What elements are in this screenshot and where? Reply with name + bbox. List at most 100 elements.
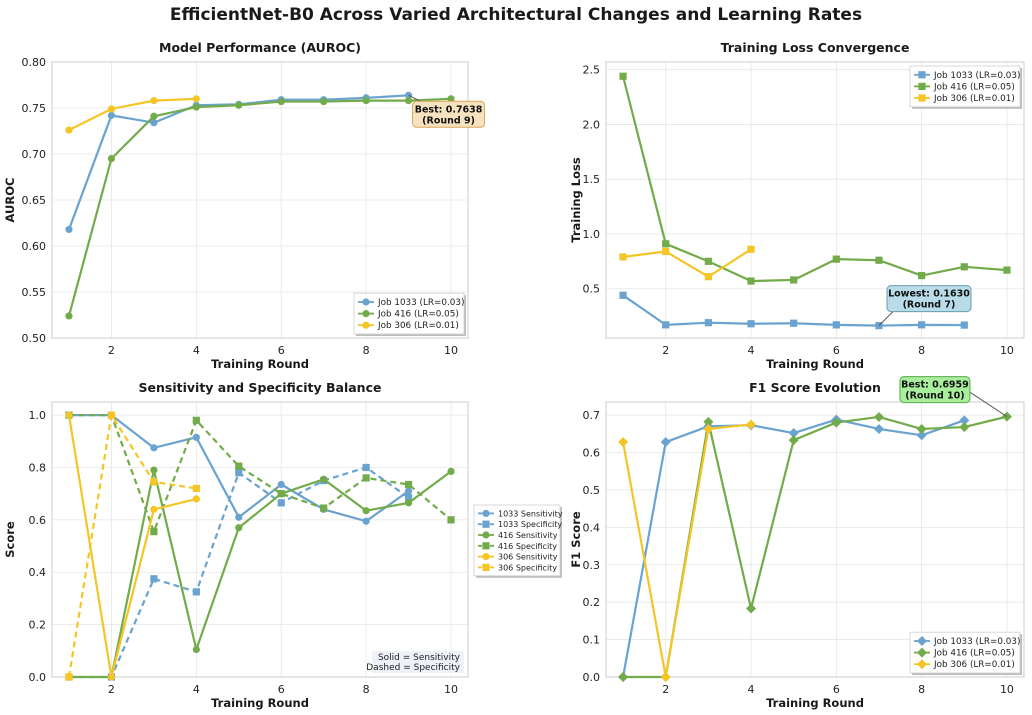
legend-label: Job 306 (LR=0.01): [377, 321, 459, 331]
x-tick-label: 8: [363, 344, 370, 357]
data-point: [235, 101, 243, 109]
y-tick-label: 0.0: [29, 671, 47, 684]
data-point: [235, 513, 243, 521]
series-job-306-lr-0-01-: [618, 419, 757, 682]
y-tick-label: 0.8: [29, 461, 47, 474]
data-point: [788, 435, 799, 446]
legend-label: 1033 Sensitivity: [498, 509, 563, 518]
legend-swatch-marker: [482, 520, 490, 528]
data-point: [704, 273, 712, 281]
data-point: [618, 437, 629, 448]
legend: 1033 Sensitivity 1033 Specificity 416 Sens…: [473, 504, 563, 578]
data-point: [192, 588, 200, 596]
data-point: [150, 97, 158, 105]
x-tick-label: 10: [1000, 344, 1014, 357]
y-tick-label: 0.60: [22, 240, 47, 253]
series-job-306-lr-0-01-: [65, 95, 200, 134]
plot-frame: [51, 61, 469, 339]
annotation-box: [899, 376, 971, 404]
series-306-specificity: [65, 411, 200, 681]
legend-label: Job 416 (LR=0.05): [377, 310, 459, 320]
x-tick-label: 2: [662, 683, 669, 696]
legend-swatch-marker: [918, 94, 926, 102]
annotation: Best: 0.7638(Round 9): [408, 94, 486, 128]
data-point: [362, 97, 370, 105]
data-point: [619, 253, 627, 261]
data-point: [277, 480, 285, 489]
x-tick-label: 8: [918, 683, 925, 696]
data-point: [619, 291, 627, 299]
data-point: [107, 105, 116, 113]
annotation-arrow: [969, 391, 1008, 418]
data-point: [704, 319, 712, 327]
data-point: [150, 466, 158, 474]
data-point: [362, 463, 370, 472]
chart-loss: 2 4 6 8 10 0.5 1.0 1.5 2.0 2.5 Training Loss Conve…: [569, 40, 1025, 371]
series-line: [67, 414, 197, 679]
data-point: [832, 321, 840, 329]
data-point: [790, 319, 798, 327]
series-line: [621, 75, 1008, 283]
x-tick-label: 8: [918, 344, 925, 357]
series-job-416-lr-0-05-: [619, 72, 1011, 285]
legend-swatch-marker: [482, 542, 490, 550]
y-tick-label: 0.55: [22, 286, 47, 299]
series-job-306-lr-0-01-: [619, 245, 755, 281]
annotation-box: [886, 285, 972, 313]
x-tick-label: 6: [833, 683, 840, 696]
figure-suptitle: EfficientNet-B0 Across Varied Architectu…: [170, 5, 862, 25]
legend-label: Job 416 (LR=0.05): [933, 82, 1015, 92]
y-tick-label: 1.0: [583, 228, 601, 241]
data-point: [404, 493, 413, 502]
data-point: [746, 603, 757, 614]
series-line: [68, 468, 452, 679]
legend-label: 306 Sensitivity: [498, 553, 558, 562]
legend-label: Job 416 (LR=0.05): [933, 649, 1015, 659]
legend-swatch-marker: [918, 82, 926, 90]
data-point: [747, 320, 755, 328]
y-tick-label: 0.50: [22, 332, 47, 345]
legend: Job 1033 (LR=0.03)Job 416 (LR=0.05) Job 3…: [909, 65, 1022, 109]
y-tick-label: 0.2: [583, 596, 601, 609]
data-point: [875, 256, 883, 264]
series-line: [67, 94, 409, 230]
legend-swatch-marker: [482, 563, 490, 571]
y-axis-label: F1 Score: [569, 511, 583, 568]
data-point: [873, 423, 884, 434]
x-axis-label: Training Round: [766, 357, 864, 371]
data-point: [65, 312, 73, 320]
data-point: [660, 437, 671, 448]
data-point: [192, 645, 200, 654]
x-axis-label: Training Round: [766, 696, 864, 710]
data-point: [873, 411, 884, 422]
x-tick-label: 6: [278, 344, 285, 357]
y-tick-label: 0.80: [22, 56, 47, 69]
data-point: [662, 240, 670, 248]
y-tick-label: 0.6: [29, 514, 47, 527]
data-point: [277, 97, 285, 106]
y-tick-label: 1.5: [583, 173, 601, 186]
series-line: [67, 97, 452, 317]
legend-label: Job 306 (LR=0.01): [933, 94, 1015, 104]
y-axis-label: AUROC: [3, 178, 17, 223]
data-point: [192, 433, 200, 441]
y-tick-label: 2.5: [583, 64, 601, 77]
data-point: [660, 672, 671, 682]
data-point: [150, 478, 158, 486]
data-point: [150, 112, 158, 120]
data-point: [65, 225, 73, 234]
annotation-arrow: [408, 94, 421, 102]
data-point: [150, 505, 158, 513]
x-axis-label: Training Round: [211, 357, 309, 371]
legend-swatch-marker: [362, 321, 370, 329]
legend-swatch-marker: [362, 298, 370, 306]
data-point: [704, 257, 712, 265]
annotation-value: Lowest: 0.1630: [888, 289, 970, 300]
x-tick-label: 4: [193, 683, 200, 696]
legend-label: 306 Specificity: [498, 563, 557, 572]
chart-title: F1 Score Evolution: [749, 380, 881, 395]
note-box: [372, 651, 464, 673]
